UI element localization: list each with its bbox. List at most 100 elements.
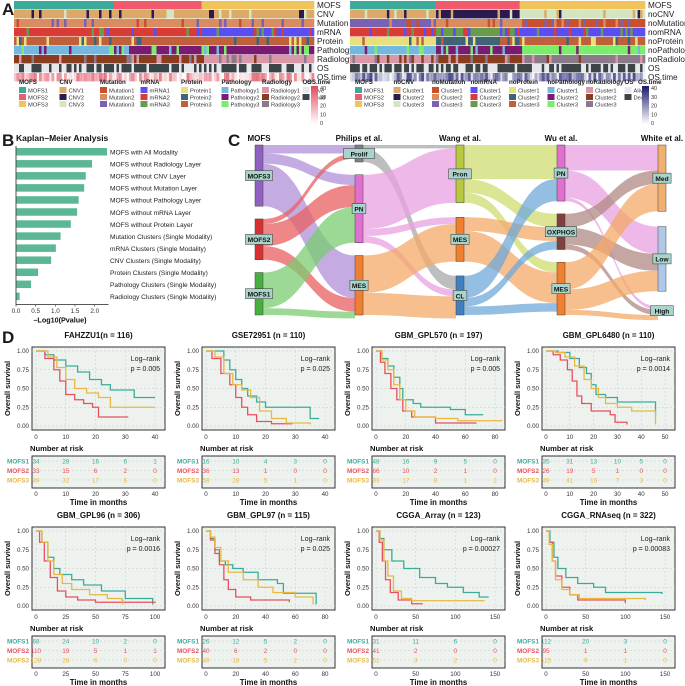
heatmap-cell <box>259 10 262 19</box>
heatmap-cell <box>568 73 572 82</box>
heatmap-cell <box>369 64 373 73</box>
heatmap-cell <box>514 1 518 10</box>
heatmap-cell <box>502 64 506 73</box>
heatmap-cell <box>632 73 636 82</box>
heatmap-cell <box>509 10 513 19</box>
heatmap-cell <box>69 64 72 73</box>
heatmap-cell <box>507 28 511 37</box>
km-pvalue: p = 0.00027 <box>463 546 500 553</box>
km-curve-mofs2 <box>206 350 293 425</box>
heatmap-cell <box>556 73 560 82</box>
heatmap-cell <box>620 1 624 10</box>
heatmap-cell <box>81 64 85 73</box>
heatmap-cell <box>617 28 621 37</box>
heatmap-cell <box>311 55 315 64</box>
heatmap-cell <box>630 1 634 10</box>
heatmap-cell <box>632 10 636 19</box>
legend-swatch <box>302 87 310 93</box>
heatmap-cell <box>269 73 272 82</box>
heatmap-cell <box>56 73 60 82</box>
heatmap-cell <box>149 10 152 19</box>
heatmap-cell <box>164 46 167 55</box>
heatmap-cell <box>24 37 27 46</box>
heatmap-cell <box>96 73 100 82</box>
heatmap-cell <box>386 46 390 55</box>
heatmap-cell <box>519 55 523 64</box>
heatmap-cell <box>440 73 444 82</box>
heatmap-cell <box>428 73 432 82</box>
heatmap-cell <box>279 28 282 37</box>
heatmap-cell <box>428 1 432 10</box>
heatmap-cell <box>166 73 170 82</box>
heatmap-cell <box>359 37 363 46</box>
heatmap-cell <box>251 46 255 55</box>
heatmap-cell <box>642 10 646 19</box>
heatmap-cell <box>151 1 155 10</box>
colorbar-tick: 20 <box>320 104 326 110</box>
heatmap-cell <box>194 37 197 46</box>
heatmap-cell <box>608 46 611 55</box>
heatmap-cell <box>259 73 262 82</box>
sankey-flow <box>363 148 456 230</box>
heatmap-cell <box>448 55 452 64</box>
heatmap-cell <box>106 10 110 19</box>
km-x-tick-label: 40 <box>432 434 439 441</box>
heatmap-cell <box>436 28 439 37</box>
heatmap-cell <box>176 64 180 73</box>
heatmap-cell <box>556 46 560 55</box>
heatmap-cell <box>576 55 579 64</box>
panel-label-c: C <box>228 131 241 150</box>
heatmap-cell <box>615 55 619 64</box>
legend-label: Cluster2 <box>557 96 579 102</box>
heatmap-cell <box>487 19 491 28</box>
km-risk-value: 0 <box>663 478 667 485</box>
heatmap-cell <box>59 28 62 37</box>
heatmap-cell <box>301 64 305 73</box>
heatmap-cell <box>84 28 87 37</box>
legend-swatch <box>586 94 593 100</box>
heatmap-cell <box>271 46 275 55</box>
km-x-tick-label: 50 <box>662 434 669 441</box>
heatmap-cell <box>468 10 471 19</box>
heatmap-cell <box>281 1 285 10</box>
legend-swatch <box>509 101 516 107</box>
heatmap-cell <box>126 46 130 55</box>
heatmap-cell <box>74 46 77 55</box>
heatmap-cell <box>406 10 410 19</box>
heatmap-cell <box>453 10 457 19</box>
km-risk-value: 28 <box>62 459 70 466</box>
heatmap-cell <box>116 64 120 73</box>
heatmap-cell <box>396 19 400 28</box>
heatmap-cell <box>536 37 540 46</box>
heatmap-cell <box>81 19 85 28</box>
heatmap-cell <box>149 64 152 73</box>
heatmap-cell <box>56 1 60 10</box>
heatmap-cell <box>286 55 290 64</box>
heatmap-cell <box>529 28 533 37</box>
heatmap-cell <box>554 10 557 19</box>
heatmap-cell <box>299 19 302 28</box>
km-risk-value: 2 <box>294 658 298 665</box>
km-risk-value: 48 <box>372 459 380 466</box>
heatmap-cell <box>637 28 641 37</box>
heatmap-cell <box>126 19 130 28</box>
heatmap-cell <box>206 73 210 82</box>
heatmap-cell <box>199 37 202 46</box>
heatmap-cell <box>504 1 508 10</box>
sankey-flow <box>263 308 355 319</box>
heatmap-cell <box>384 28 388 37</box>
track-label: noPathology <box>648 46 685 55</box>
heatmap-cell <box>209 64 212 73</box>
heatmap-cell <box>522 37 525 46</box>
heatmap-cell <box>391 10 395 19</box>
heatmap-cell <box>433 55 437 64</box>
km-risk-x-tick-label: 0 <box>34 671 38 678</box>
heatmap-cell <box>546 1 550 10</box>
legend-label: CNV1 <box>69 89 84 95</box>
heatmap-cell <box>391 73 395 82</box>
heatmap-cell <box>598 55 602 64</box>
heatmap-cell <box>549 64 552 73</box>
heatmap-cell <box>409 28 412 37</box>
heatmap-cell <box>541 46 545 55</box>
